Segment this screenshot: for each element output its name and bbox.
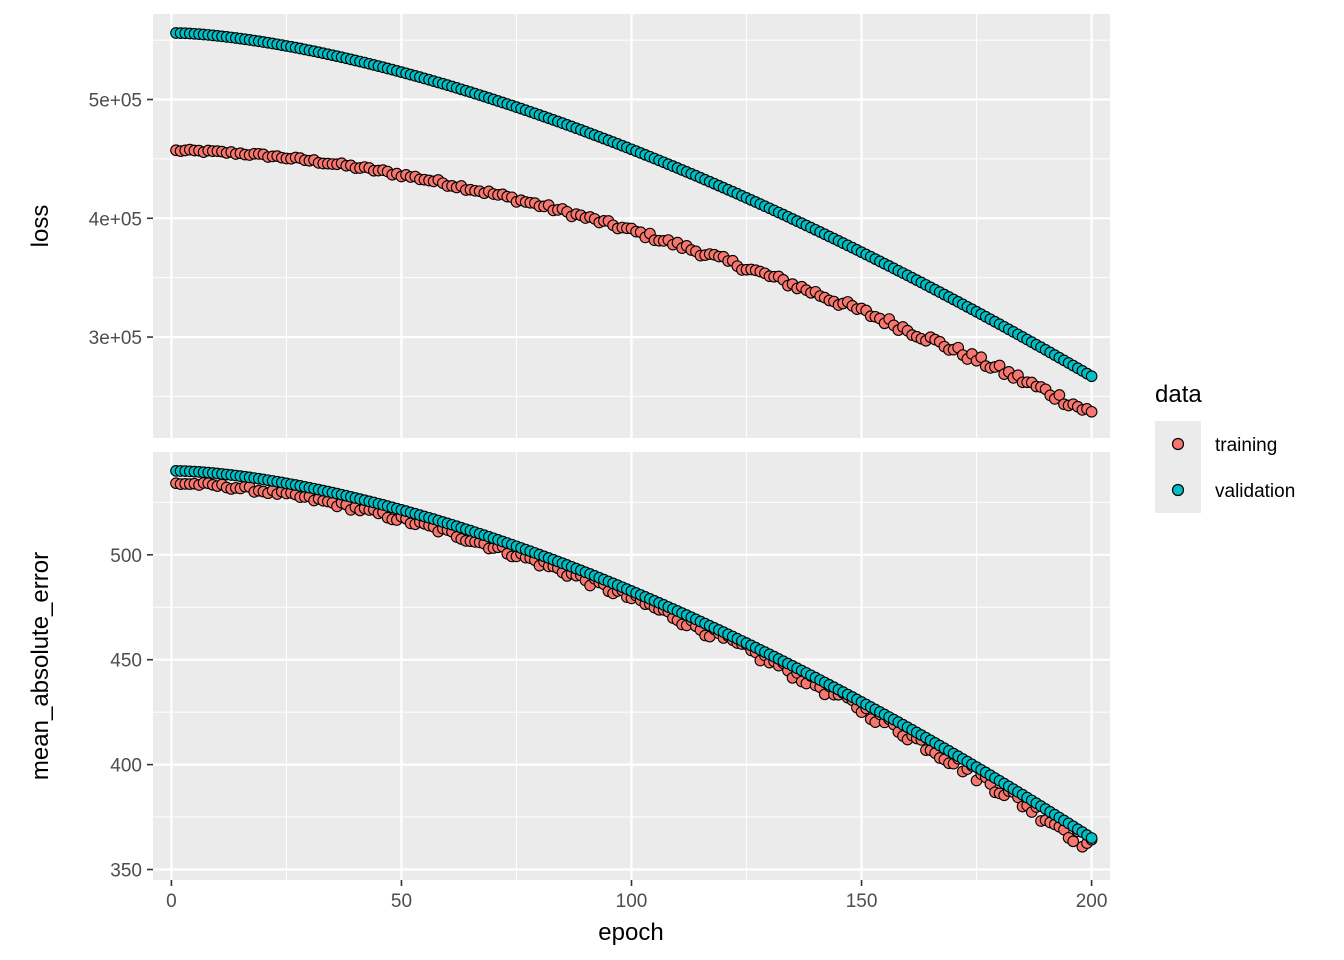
- x-tick-label: 150: [846, 891, 878, 912]
- y-tick-label: 500: [110, 546, 142, 567]
- legend-title: data: [1155, 381, 1202, 408]
- legend-label-validation: validation: [1215, 481, 1295, 502]
- y-tick-label: 4e+05: [89, 209, 142, 230]
- loss-axis-title: loss: [27, 205, 54, 248]
- legend-key-training-point: [1171, 437, 1185, 451]
- y-tick-label: 5e+05: [89, 91, 142, 112]
- x-tick-label: 100: [616, 891, 648, 912]
- point-validation: [1085, 832, 1098, 844]
- point-validation: [1085, 370, 1098, 383]
- legend: data training validation: [1155, 381, 1295, 513]
- y-tick-label: 400: [110, 756, 142, 777]
- y-tick-label: 3e+05: [89, 328, 142, 349]
- grid-lines: [153, 14, 1110, 880]
- point-training: [1053, 389, 1066, 401]
- x-tick-label: 200: [1076, 891, 1108, 912]
- x-axis-title: epoch: [598, 919, 663, 946]
- x-tick-label: 50: [391, 891, 412, 912]
- data-points: [170, 27, 1098, 853]
- y-tick-label: 450: [110, 651, 142, 672]
- legend-key-validation-point: [1171, 483, 1185, 497]
- legend-label-training: training: [1215, 435, 1277, 456]
- axes: 3e+05 4e+05 5e+05 350 400 450 500 0 50 100 150 200: [89, 91, 1108, 912]
- point-training: [1067, 835, 1080, 848]
- mae-axis-title: mean_absolute_error: [27, 552, 54, 780]
- x-tick-label: 0: [166, 891, 177, 912]
- y-tick-label: 350: [110, 861, 142, 882]
- point-training: [1085, 405, 1098, 418]
